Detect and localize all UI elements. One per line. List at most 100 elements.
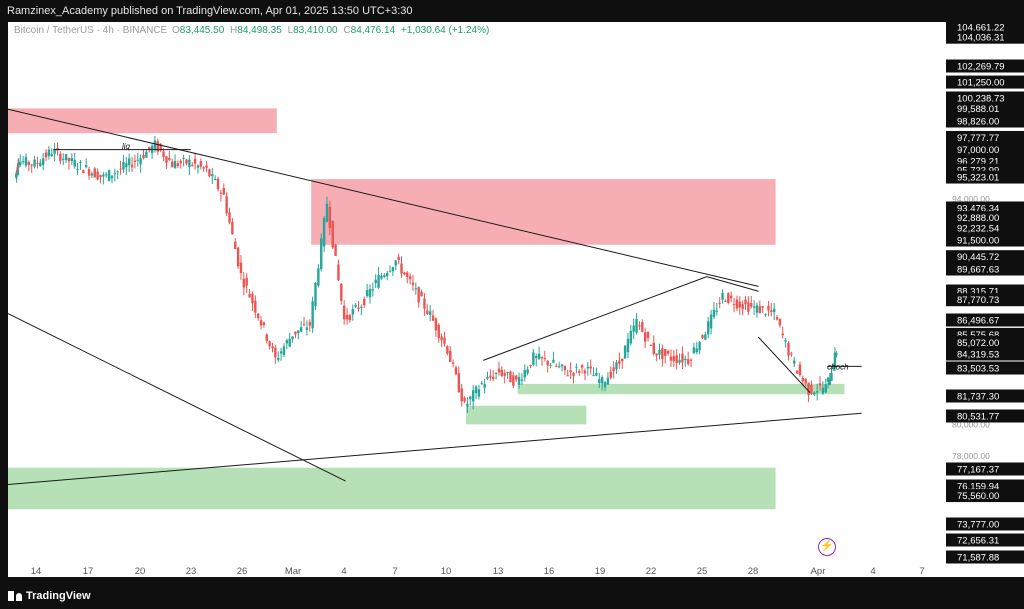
candle-body: [24, 156, 28, 166]
candle-body: [351, 309, 354, 315]
candle-body: [658, 349, 661, 355]
candle-body: [107, 170, 111, 181]
price-label: 96,279.21: [957, 156, 999, 167]
candle-body: [153, 140, 157, 150]
candle-body: [110, 175, 114, 179]
candle-body: [770, 310, 773, 312]
candle-body: [494, 372, 498, 374]
tradingview-logo[interactable]: TradingView: [8, 590, 91, 602]
candle-body: [288, 338, 291, 347]
price-label-bg: [946, 75, 1024, 89]
candle-body: [62, 158, 65, 160]
candle-body: [314, 282, 317, 307]
candle-body: [82, 170, 85, 174]
price-label: 80,531.77: [957, 412, 999, 423]
candle-body: [99, 174, 102, 178]
price-label: 76,159.94: [957, 482, 999, 493]
price-label: 88,315.71: [957, 287, 999, 298]
price-label: 83,503.53: [957, 364, 999, 375]
candle-body: [643, 332, 647, 342]
candle-body: [512, 375, 515, 386]
candle-body: [59, 153, 62, 162]
candle-body: [810, 385, 813, 394]
candle-body: [357, 307, 360, 309]
x-tick-label: 22: [646, 566, 657, 577]
candle-body: [105, 174, 108, 176]
candle-body: [380, 275, 383, 279]
candle-body: [79, 161, 82, 163]
candle-body: [641, 322, 644, 332]
y-tick-label: 80,000.00: [952, 419, 990, 429]
candle-body: [251, 293, 254, 304]
candle-body: [345, 314, 349, 320]
price-label: 101,250.00: [957, 78, 1005, 89]
footer-bar: TradingView: [0, 586, 1024, 609]
candle-body: [664, 349, 667, 356]
trendline-5: [758, 336, 811, 393]
trendline-1: [8, 313, 346, 482]
candle-body: [523, 369, 526, 378]
candle-body: [563, 365, 567, 371]
chart-area[interactable]: Bitcoin / TetherUS · 4h · BINANCE O83,44…: [8, 22, 946, 577]
x-tick-label: 28: [748, 566, 759, 577]
candle-body: [580, 365, 584, 368]
candle-body: [652, 342, 655, 354]
price-label: 81,737.30: [957, 391, 999, 402]
price-label: 100,238.73: [957, 94, 1005, 105]
price-label: 90,445.72: [957, 252, 999, 263]
price-label-bg: [946, 250, 1024, 264]
candle-body: [629, 330, 633, 344]
candle-body: [623, 345, 627, 359]
candle-body: [133, 160, 137, 162]
candle-body: [552, 359, 555, 363]
candle-body: [669, 356, 673, 361]
candle-body: [368, 288, 372, 298]
price-label: 104,661.22: [957, 22, 1005, 33]
candle-body: [70, 157, 74, 162]
open-value: 83,445.50: [179, 25, 225, 36]
candle-body: [291, 336, 294, 340]
candle-body: [406, 272, 409, 278]
candle-body: [818, 383, 822, 386]
candle-body: [727, 293, 730, 303]
price-axis[interactable]: 94,000.0090,000.0080,000.0078,000.0076,0…: [946, 20, 1024, 577]
price-label-bg: [946, 221, 1024, 235]
candle-body: [159, 143, 162, 151]
candle-body: [463, 397, 466, 402]
candle-body: [747, 302, 750, 312]
candle-body: [414, 288, 418, 290]
price-axis-svg[interactable]: 94,000.0090,000.0080,000.0078,000.0076,0…: [946, 20, 1024, 577]
price-label-bg: [946, 533, 1024, 547]
candle-body: [122, 161, 125, 170]
price-label-bg: [946, 233, 1024, 247]
candle-body: [509, 371, 512, 383]
candle-body: [646, 331, 650, 339]
candle-body: [718, 302, 721, 304]
lightning-icon[interactable]: ⚡: [818, 538, 836, 556]
candle-body: [371, 289, 375, 291]
candle-body: [87, 169, 91, 176]
price-label-bg: [946, 143, 1024, 157]
candle-body: [397, 256, 400, 261]
price-label: 72,656.31: [957, 535, 999, 546]
price-label: 84,319.53: [957, 350, 999, 361]
candle-body: [557, 366, 561, 368]
symbol-pair: Bitcoin / TetherUS · 4h · BINANCE: [14, 25, 168, 36]
candle-body: [139, 158, 142, 165]
candle-body: [130, 164, 134, 168]
x-tick-label: 13: [493, 566, 504, 577]
candle-body: [724, 300, 727, 302]
candle-body: [391, 267, 395, 272]
price-chart-svg[interactable]: liq choch 14 17 20 23 26 Mar 4 7 10 13 16 19 22 25 28 Ap…: [8, 22, 946, 577]
candle-body: [833, 352, 837, 368]
candle-body: [686, 359, 690, 364]
candle-body: [681, 353, 684, 363]
price-label: 92,232.54: [957, 224, 999, 235]
candle-body: [259, 320, 263, 326]
price-label: 87,770.73: [957, 295, 999, 306]
annotation-choch: choch: [827, 362, 849, 371]
candle-body: [337, 264, 340, 281]
candle-body: [738, 301, 741, 308]
candle-body: [598, 379, 601, 384]
candle-body: [162, 151, 165, 158]
